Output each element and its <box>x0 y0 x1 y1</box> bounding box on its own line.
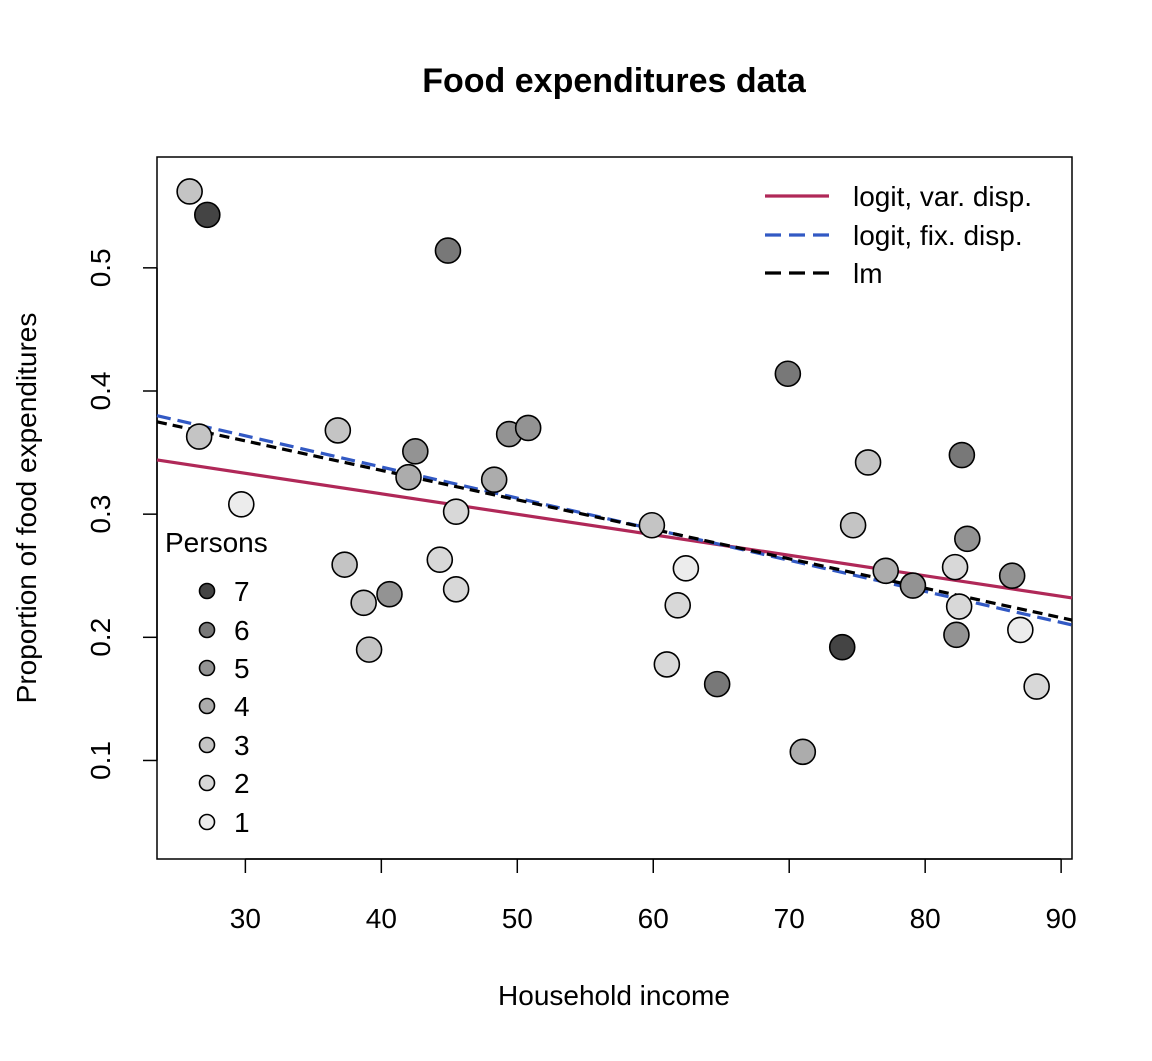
data-point <box>703 670 731 698</box>
data-point <box>331 551 358 578</box>
data-point <box>948 441 976 469</box>
fit-line-3 <box>156 420 1073 622</box>
data-point <box>350 589 377 617</box>
legend-persons-label: 2 <box>234 768 250 799</box>
data-point <box>1007 616 1034 644</box>
legend-persons: Persons 7 6 5 4 3 2 1 <box>165 527 268 838</box>
legend-persons-label: 4 <box>234 691 250 722</box>
legend-persons-label: 3 <box>234 730 250 761</box>
data-points <box>176 178 1050 766</box>
y-axis: 0.1 0.2 0.3 0.4 0.5 <box>85 248 158 780</box>
data-point <box>774 360 802 388</box>
chart-title: Food expenditures data <box>422 62 807 100</box>
plot-frame <box>156 156 1073 860</box>
data-point <box>324 417 352 444</box>
data-point <box>355 636 383 663</box>
x-axis: 30 40 50 60 70 80 90 <box>230 858 1077 934</box>
data-point <box>514 414 542 442</box>
data-point <box>1023 673 1050 700</box>
y-axis-label: Proportion of food expenditures <box>11 313 42 704</box>
data-point <box>839 511 867 539</box>
data-point <box>434 237 462 264</box>
y-tick-label: 0.2 <box>85 618 116 657</box>
data-point <box>828 633 856 661</box>
data-point <box>954 525 981 553</box>
y-tick-label: 0.5 <box>85 248 116 287</box>
legend-persons-label: 5 <box>234 653 250 684</box>
data-point <box>789 738 817 766</box>
fit-line-1 <box>156 458 1073 600</box>
data-point <box>945 593 973 620</box>
x-tick-label: 80 <box>910 903 941 934</box>
legend-persons-marker <box>198 736 216 754</box>
legend-persons-marker <box>198 621 216 639</box>
data-point <box>653 651 681 678</box>
data-point <box>426 546 454 574</box>
x-axis-label: Household income <box>498 980 730 1011</box>
x-tick-label: 40 <box>366 903 397 934</box>
y-tick-label: 0.4 <box>85 372 116 411</box>
legend-persons-marker <box>198 697 216 715</box>
legend-persons-label: 1 <box>234 807 250 838</box>
legend-persons-marker <box>198 813 216 831</box>
data-point <box>442 498 470 525</box>
legend-persons-label: 7 <box>234 576 250 607</box>
data-point <box>376 580 403 608</box>
legend-persons-title: Persons <box>165 527 268 558</box>
data-point <box>185 423 213 450</box>
fit-lines <box>156 414 1073 627</box>
data-point <box>402 438 429 465</box>
y-tick-label: 0.3 <box>85 495 116 534</box>
legend-label: logit, fix. disp. <box>853 220 1023 251</box>
data-point <box>442 575 470 603</box>
data-point <box>899 572 927 599</box>
x-tick-label: 50 <box>502 903 533 934</box>
data-point <box>395 463 422 491</box>
x-tick-label: 70 <box>774 903 805 934</box>
data-point <box>854 449 882 476</box>
data-point <box>672 555 700 582</box>
legend-persons-label: 6 <box>234 615 250 646</box>
data-point <box>943 621 970 649</box>
legend-fit-lines: logit, var. disp. logit, fix. disp. lm <box>765 181 1032 289</box>
y-tick-label: 0.1 <box>85 741 116 780</box>
legend-persons-marker <box>198 582 216 600</box>
data-point <box>227 491 255 518</box>
x-tick-label: 90 <box>1046 903 1077 934</box>
x-tick-label: 30 <box>230 903 261 934</box>
data-point <box>638 511 666 539</box>
legend-persons-marker <box>198 659 216 677</box>
data-point <box>194 201 221 229</box>
legend-label: logit, var. disp. <box>853 181 1032 212</box>
x-tick-label: 60 <box>638 903 669 934</box>
data-point <box>664 591 692 619</box>
data-point <box>176 178 203 205</box>
legend-persons-marker <box>198 774 216 792</box>
data-point <box>480 466 508 493</box>
legend-label: lm <box>853 258 883 289</box>
data-point <box>872 557 900 585</box>
data-point <box>941 553 969 581</box>
data-point <box>998 562 1026 590</box>
